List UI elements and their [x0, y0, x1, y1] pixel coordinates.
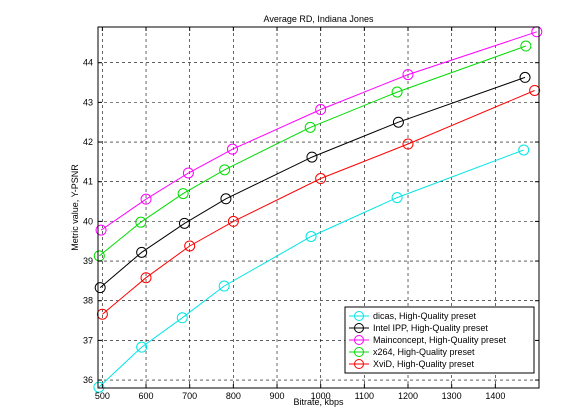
data-point	[304, 121, 316, 133]
legend-entry: dicas, High-Quality preset	[373, 311, 477, 321]
data-point	[96, 308, 108, 320]
data-point	[93, 381, 105, 393]
x-tick-label: 800	[226, 391, 241, 401]
data-point	[218, 280, 230, 292]
data-point	[315, 173, 327, 185]
y-tick-label: 43	[83, 97, 93, 107]
legend-entry: Mainconcept, High-Quality preset	[373, 335, 507, 345]
data-point	[520, 40, 532, 52]
y-tick-label: 39	[83, 256, 93, 266]
data-point	[184, 240, 196, 252]
data-point	[391, 192, 403, 204]
data-point	[182, 167, 194, 179]
data-point	[135, 216, 147, 228]
data-point	[220, 193, 232, 205]
data-point	[392, 116, 404, 128]
y-tick-label: 42	[83, 137, 93, 147]
data-point	[305, 230, 317, 242]
x-tick-label: 1000	[311, 391, 331, 401]
series-line-2	[100, 31, 537, 231]
y-tick-label: 40	[83, 216, 93, 226]
legend: dicas, High-Quality preset Intel IPP, Hig…	[344, 306, 535, 374]
legend-swatch-marker	[354, 323, 364, 333]
legend-entry: XviD, High-Quality preset	[373, 359, 475, 369]
y-tick-label: 37	[83, 335, 93, 345]
data-point	[315, 104, 327, 116]
data-point	[219, 164, 231, 176]
series-markers	[93, 26, 543, 393]
y-tick-label: 41	[83, 177, 93, 187]
data-point	[178, 217, 190, 229]
y-ticks: 36 37 38 39 40 41 42 43 44	[83, 58, 539, 385]
legend-swatch-marker	[354, 311, 364, 321]
x-tick-label: 900	[270, 391, 285, 401]
legend-box	[344, 306, 535, 374]
x-ticks: 500 600 700 800 900 1000 1100 1200 1300 1400	[95, 27, 505, 401]
x-axis-label: Bitrate, kbps	[293, 397, 344, 407]
data-point	[177, 188, 189, 200]
x-tick-label: 1400	[485, 391, 505, 401]
data-point	[176, 312, 188, 324]
series-line-1	[99, 76, 526, 288]
data-point	[136, 246, 148, 258]
x-tick-label: 1100	[355, 391, 374, 401]
legend-swatch-marker	[354, 359, 364, 369]
series-lines	[98, 31, 537, 388]
data-point	[402, 69, 414, 81]
x-tick-label: 1300	[442, 391, 462, 401]
legend-swatch-marker	[354, 335, 364, 345]
plot-frame	[97, 26, 540, 389]
series-line-4	[102, 90, 535, 315]
data-point	[140, 272, 152, 284]
y-tick-label: 36	[83, 375, 93, 385]
data-point	[140, 193, 152, 205]
y-tick-label: 44	[83, 58, 93, 68]
data-point	[518, 144, 530, 156]
data-point	[95, 224, 107, 236]
x-tick-label: 700	[182, 391, 197, 401]
data-point	[402, 138, 414, 150]
data-point	[306, 151, 318, 163]
y-tick-label: 38	[83, 296, 93, 306]
legend-entry: x264, High-Quality preset	[373, 347, 475, 357]
series-line-0	[98, 149, 524, 388]
data-point	[227, 215, 239, 227]
data-point	[94, 282, 106, 294]
data-point	[529, 84, 541, 96]
series-line-3	[98, 45, 527, 257]
x-tick-label: 1200	[398, 391, 418, 401]
y-axis-label: Metric value, Y-PSNR	[70, 164, 80, 251]
x-tick-label: 500	[95, 391, 110, 401]
legend-entry: Intel IPP, High-Quality preset	[373, 323, 488, 333]
data-point	[136, 341, 148, 353]
x-tick-label: 600	[139, 391, 154, 401]
legend-swatch-marker	[354, 347, 364, 357]
grid	[98, 27, 539, 388]
data-point	[519, 71, 531, 83]
chart-title: Average RD, Indiana Jones	[264, 14, 374, 24]
data-point	[226, 143, 238, 155]
data-point	[391, 86, 403, 98]
